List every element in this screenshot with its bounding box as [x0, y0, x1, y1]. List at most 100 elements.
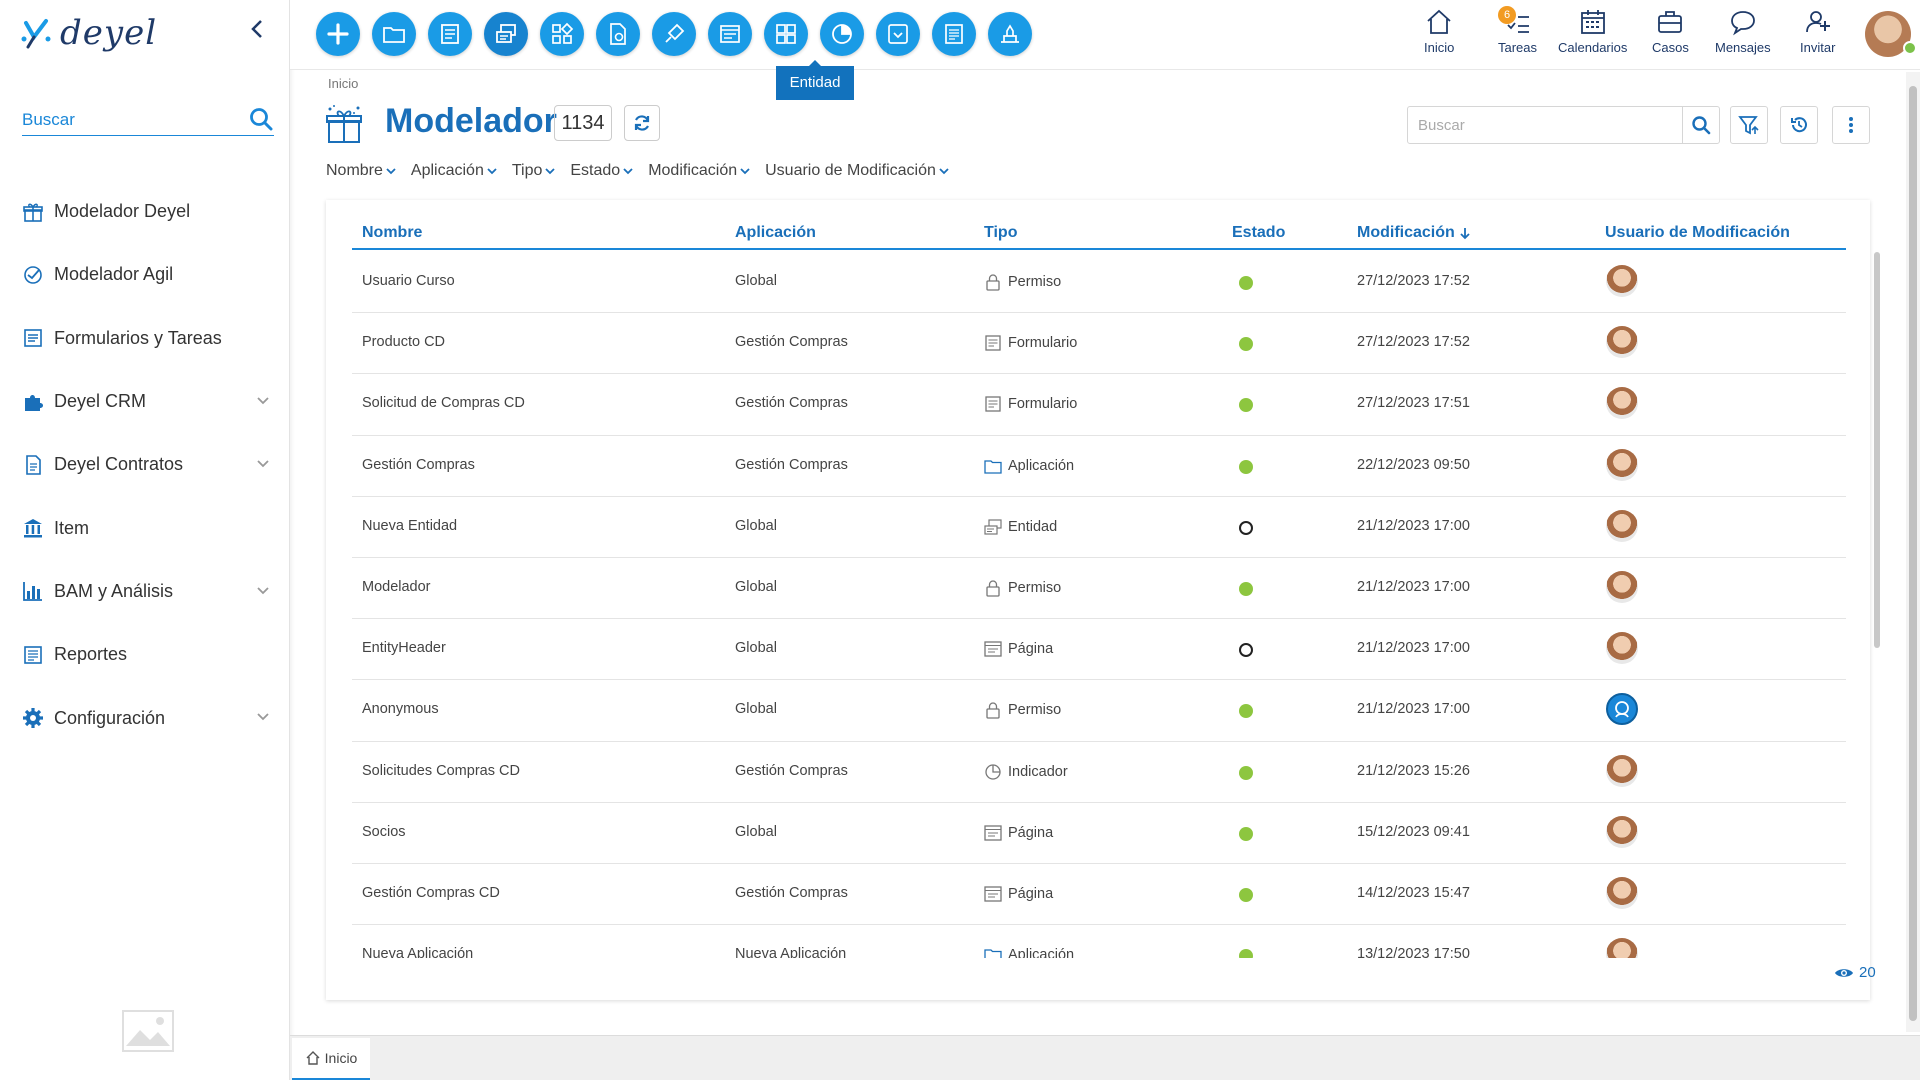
user-avatar[interactable]	[1606, 387, 1638, 420]
cell-nombre[interactable]: Solicitudes Compras CD	[362, 763, 520, 779]
cell-nombre[interactable]: Modelador	[362, 579, 431, 595]
search-icon[interactable]	[248, 106, 274, 132]
filter-estado[interactable]: Estado	[570, 162, 634, 180]
column-header-nombre[interactable]: Nombre	[362, 224, 422, 242]
rule-button[interactable]	[596, 12, 640, 56]
filter-usuario-modificacion[interactable]: Usuario de Modificación	[765, 162, 950, 180]
column-header-modificacion[interactable]: Modificación	[1357, 224, 1472, 242]
user-avatar[interactable]	[1606, 265, 1638, 297]
filter-tipo[interactable]: Tipo	[512, 162, 557, 180]
chevron-down-icon[interactable]	[256, 710, 270, 724]
application-button[interactable]	[372, 12, 416, 56]
user-avatar[interactable]	[1606, 876, 1638, 909]
sidebar-item-configuracion[interactable]: Configuración	[0, 686, 290, 749]
user-avatar[interactable]	[1606, 570, 1638, 603]
cell-nombre[interactable]: Gestión Compras CD	[362, 885, 500, 901]
sidebar-item-deyel-contratos[interactable]: Deyel Contratos	[0, 433, 290, 496]
table-row[interactable]: Nueva Entidad Global Entidad 21/12/2023 17:…	[352, 497, 1846, 558]
page-size-indicator[interactable]: 20	[1834, 964, 1876, 981]
cell-nombre[interactable]: Solicitud de Compras CD	[362, 395, 525, 411]
app-logo[interactable]: deyel	[20, 8, 157, 58]
cell-nombre[interactable]: Producto CD	[362, 334, 445, 350]
page-button[interactable]	[708, 12, 752, 56]
folder-icon	[984, 457, 1002, 475]
table-scrollbar[interactable]	[1874, 252, 1880, 648]
sidebar-item-formularios-tareas[interactable]: Formularios y Tareas	[0, 307, 290, 370]
table-row[interactable]: Modelador Global Permiso 21/12/2023 17:00	[352, 558, 1846, 620]
filter-nombre[interactable]: Nombre	[326, 162, 397, 180]
cell-aplicacion: Gestión Compras	[735, 395, 848, 411]
user-avatar[interactable]	[1606, 448, 1638, 481]
page-scrollbar[interactable]	[1906, 72, 1920, 1032]
table-row[interactable]: Solicitud de Compras CD Gestión Compras Fo…	[352, 374, 1846, 436]
report-button[interactable]	[932, 12, 976, 56]
sidebar-item-bam-analisis[interactable]: BAM y Análisis	[0, 560, 290, 623]
sidebar-item-modelador-agil[interactable]: Modelador Agil	[0, 243, 290, 306]
chevron-down-icon[interactable]	[256, 584, 270, 598]
page-scrollbar-thumb[interactable]	[1909, 86, 1917, 1021]
main-search-input[interactable]	[1418, 116, 1668, 134]
check-button[interactable]	[876, 12, 920, 56]
sidebar-item-deyel-crm[interactable]: Deyel CRM	[0, 370, 290, 433]
tab-inicio[interactable]: Inicio	[292, 1038, 370, 1080]
user-avatar[interactable]	[1606, 815, 1638, 848]
nav-tareas[interactable]: 6 Tareas	[1498, 6, 1537, 60]
nav-casos[interactable]: Casos	[1652, 8, 1689, 60]
cell-nombre[interactable]: Usuario Curso	[362, 273, 455, 289]
form-button[interactable]	[428, 12, 472, 56]
nav-inicio[interactable]: Inicio	[1424, 8, 1454, 60]
table-row[interactable]: Gestión Compras CD Gestión Compras Página 1…	[352, 864, 1846, 926]
table-row[interactable]: Socios Global Página 15/12/2023 09:41	[352, 803, 1846, 864]
sidebar-item-item[interactable]: Item	[0, 496, 290, 559]
breadcrumb[interactable]: Inicio	[328, 76, 359, 91]
grid-button[interactable]	[764, 12, 808, 56]
user-avatar[interactable]	[1606, 509, 1638, 542]
column-header-tipo[interactable]: Tipo	[984, 224, 1017, 242]
search-button[interactable]	[1682, 106, 1720, 144]
indicator-button[interactable]	[820, 12, 864, 56]
history-button[interactable]	[1780, 106, 1818, 144]
cell-nombre[interactable]: Socios	[362, 824, 406, 840]
cell-nombre[interactable]: Anonymous	[362, 701, 439, 717]
table-row[interactable]: Gestión Compras Gestión Compras Aplicación…	[352, 436, 1846, 497]
cell-nombre[interactable]: Nueva Aplicación	[362, 946, 473, 958]
table-row[interactable]: Usuario Curso Global Permiso 27/12/2023 17:…	[352, 252, 1846, 314]
process-button[interactable]	[540, 12, 584, 56]
filter-modificacion[interactable]: Modificación	[648, 162, 751, 180]
collapse-sidebar-button[interactable]	[246, 18, 268, 44]
filter-aplicacion[interactable]: Aplicación	[411, 162, 498, 180]
table-row[interactable]: Solicitudes Compras CD Gestión Compras Ind…	[352, 742, 1846, 803]
add-button[interactable]	[316, 12, 360, 56]
integration-button[interactable]	[652, 12, 696, 56]
filter-button[interactable]	[1730, 106, 1768, 144]
user-avatar[interactable]	[1606, 326, 1638, 359]
table-row[interactable]: Anonymous Global Permiso 21/12/2023 17:00	[352, 680, 1846, 742]
chevron-down-icon[interactable]	[256, 457, 270, 471]
nav-mensajes[interactable]: Mensajes	[1715, 8, 1771, 60]
cell-nombre[interactable]: Nueva Entidad	[362, 518, 457, 534]
more-options-button[interactable]	[1832, 106, 1870, 144]
eye-icon	[1835, 968, 1853, 977]
sidebar-search-input[interactable]	[22, 109, 232, 130]
cell-nombre[interactable]: Gestión Compras	[362, 457, 475, 473]
user-avatar[interactable]	[1606, 938, 1638, 958]
user-avatar[interactable]	[1606, 754, 1638, 787]
entity-button[interactable]	[484, 12, 528, 56]
chevron-left-icon	[251, 20, 262, 38]
table-row[interactable]: Nueva Aplicación Nueva Aplicación Aplicaci…	[352, 925, 1846, 958]
cell-nombre[interactable]: EntityHeader	[362, 640, 446, 656]
sidebar-item-modelador-deyel[interactable]: Modelador Deyel	[0, 180, 290, 243]
column-header-usuario-modificacion[interactable]: Usuario de Modificación	[1605, 224, 1790, 242]
nav-invitar[interactable]: Invitar	[1800, 8, 1835, 60]
refresh-button[interactable]	[624, 105, 660, 141]
column-header-estado[interactable]: Estado	[1232, 224, 1285, 242]
chevron-down-icon[interactable]	[256, 394, 270, 408]
user-avatar-bot[interactable]	[1606, 693, 1638, 726]
column-header-aplicacion[interactable]: Aplicación	[735, 224, 816, 242]
table-row[interactable]: Producto CD Gestión Compras Formulario 27/1…	[352, 313, 1846, 375]
sidebar-item-reportes[interactable]: Reportes	[0, 623, 290, 686]
user-avatar[interactable]	[1606, 632, 1638, 665]
table-row[interactable]: EntityHeader Global Página 21/12/2023 17:00	[352, 619, 1846, 681]
bot-button[interactable]	[988, 12, 1032, 56]
nav-calendarios[interactable]: Calendarios	[1558, 8, 1627, 60]
